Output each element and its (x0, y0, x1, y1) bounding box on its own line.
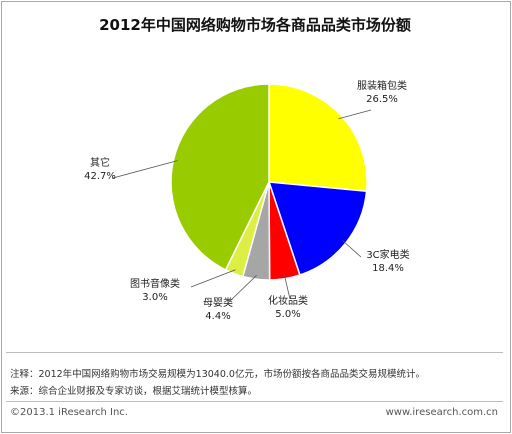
website-link[interactable]: www.iresearch.com.cn (385, 407, 498, 418)
pie-slice (268, 83, 368, 193)
chart-title: 2012年中国网络购物市场各商品品类市场份额 (99, 16, 411, 34)
slice-label: 服装箱包类 (357, 79, 407, 92)
slice-label: 母婴类 (203, 296, 233, 309)
slice-value-label: 3.0% (142, 292, 167, 303)
footer-divider (6, 401, 503, 402)
slice-value-label: 42.7% (84, 171, 116, 182)
slice-label: 3C家电类 (366, 248, 409, 261)
leader-line (190, 269, 236, 288)
slice-value-label: 18.4% (372, 263, 404, 274)
footnote-source: 来源：综合企业财报及专家访谈，根据艾瑞统计模型核算。 (10, 386, 258, 397)
slice-label: 图书音像类 (130, 277, 180, 290)
leader-line (227, 274, 257, 304)
leader-line (283, 274, 291, 300)
slice-value-label: 5.0% (275, 309, 300, 320)
footnote-note: 注释：2012年中国网络购物市场交易规模为13040.0亿元，市场份额按各商品品… (10, 369, 425, 380)
slice-value-label: 26.5% (366, 94, 398, 105)
copyright-text: ©2013.1 iResearch Inc. (10, 407, 128, 418)
slice-label: 化妆品类 (268, 294, 308, 307)
notes-divider (6, 352, 503, 353)
leader-line (342, 240, 362, 258)
slice-value-label: 4.4% (205, 311, 230, 322)
slice-label: 其它 (90, 156, 110, 169)
leader-line (338, 109, 372, 120)
pie-slice (170, 83, 270, 271)
leader-line (112, 160, 178, 179)
